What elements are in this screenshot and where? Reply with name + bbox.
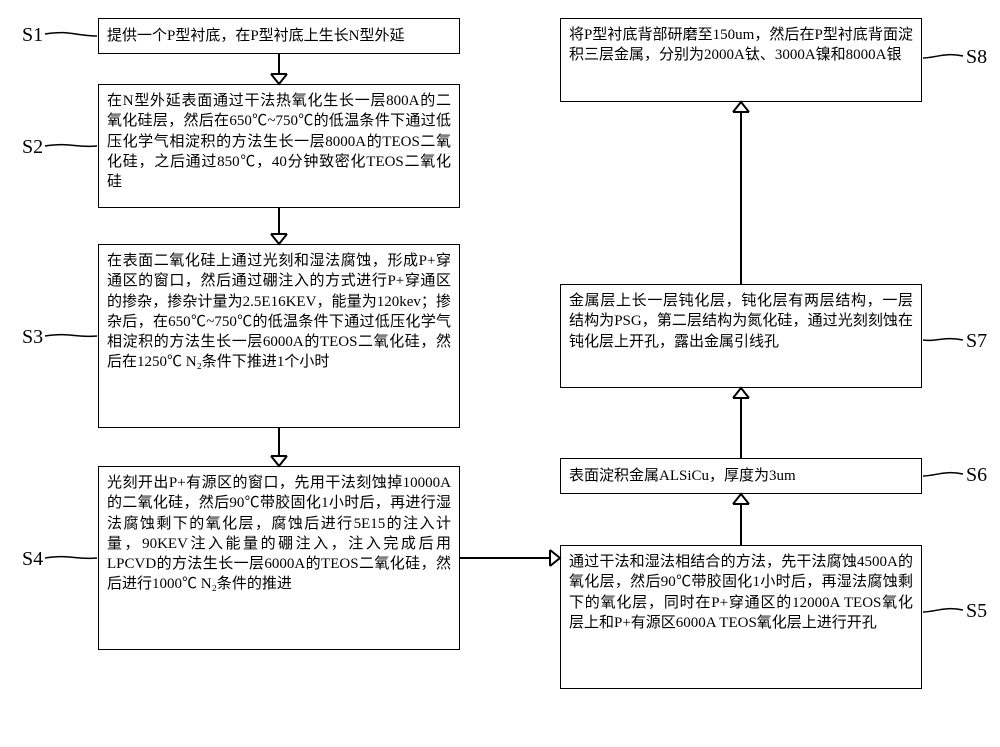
arrow-s3-s4 [271, 428, 287, 466]
arrow-s1-s2 [271, 54, 287, 84]
arrow-s7-s8 [733, 102, 749, 284]
arrow-s4-s5 [460, 550, 560, 566]
arrow-s5-s6 [733, 494, 749, 545]
arrow-s6-s7 [733, 388, 749, 458]
arrow-s2-s3 [271, 208, 287, 244]
flowchart-canvas: 提供一个P型衬底，在P型衬底上生长N型外延 在N型外延表面通过干法热氧化生长一层… [0, 0, 1000, 747]
flow-arrows [0, 0, 1000, 747]
